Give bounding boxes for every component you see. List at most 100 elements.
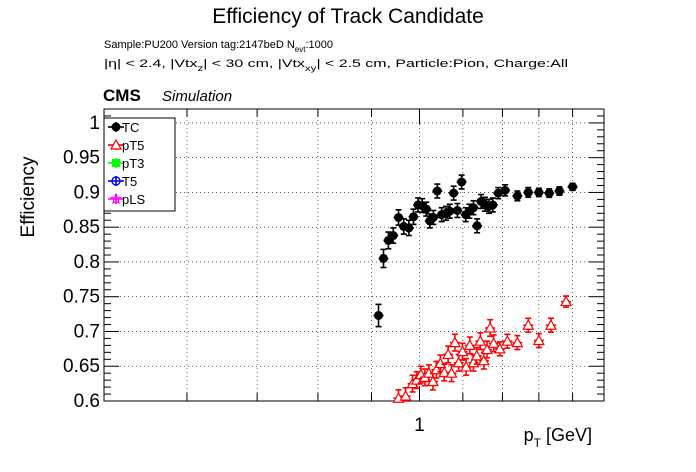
marker bbox=[445, 366, 458, 378]
data-point bbox=[472, 218, 483, 234]
marker bbox=[484, 321, 497, 333]
marker bbox=[409, 212, 419, 222]
marker bbox=[394, 212, 404, 222]
marker bbox=[474, 334, 487, 346]
marker bbox=[568, 182, 578, 192]
y-axis-label: Efficiency bbox=[18, 156, 39, 237]
legend-entry-t5: T5 bbox=[108, 174, 137, 189]
data-point bbox=[493, 341, 506, 357]
x-tick-label: 1 bbox=[414, 415, 425, 436]
data-point bbox=[421, 201, 432, 217]
marker bbox=[426, 375, 439, 387]
y-tick-label: 0.6 bbox=[74, 391, 100, 412]
cms-label: CMS bbox=[103, 86, 141, 105]
data-point bbox=[428, 209, 439, 226]
marker bbox=[544, 188, 554, 198]
marker bbox=[554, 186, 564, 196]
marker bbox=[487, 337, 500, 348]
marker bbox=[452, 356, 465, 368]
data-point bbox=[501, 333, 514, 349]
data-point bbox=[403, 219, 414, 237]
marker bbox=[457, 177, 467, 187]
marker bbox=[463, 339, 476, 350]
chart-title: Efficiency of Track Candidate bbox=[212, 5, 484, 28]
data-points bbox=[373, 174, 578, 403]
series-pt5 bbox=[392, 295, 573, 403]
legend-entry-tc: TC bbox=[108, 120, 139, 135]
data-point bbox=[484, 318, 497, 338]
marker bbox=[522, 318, 535, 330]
legend-entry-pt3: pT3 bbox=[108, 156, 144, 171]
data-point bbox=[456, 174, 467, 190]
simulation-label: Simulation bbox=[162, 88, 232, 105]
data-point bbox=[468, 199, 479, 216]
data-point bbox=[500, 183, 511, 197]
marker bbox=[532, 334, 545, 346]
legend-marker bbox=[111, 176, 121, 186]
data-point bbox=[523, 186, 534, 199]
data-point bbox=[438, 363, 451, 382]
legend-entry-pt5: pT5 bbox=[108, 138, 144, 153]
data-point bbox=[373, 303, 384, 328]
marker bbox=[438, 366, 451, 378]
marker bbox=[468, 203, 478, 213]
marker bbox=[432, 186, 442, 196]
legend-label: pT5 bbox=[122, 138, 144, 153]
marker bbox=[399, 389, 412, 401]
marker bbox=[404, 223, 414, 233]
y-tick-labels: 0.6 0.65 0.7 0.75 0.8 0.85 0.9 0.95 1 bbox=[63, 113, 100, 412]
data-point bbox=[522, 317, 535, 333]
x-axis-label: pT [GeV] bbox=[524, 425, 592, 450]
legend-marker bbox=[111, 122, 121, 132]
legend-marker bbox=[109, 138, 123, 150]
series-tc bbox=[373, 174, 578, 328]
marker bbox=[374, 310, 384, 320]
data-point bbox=[512, 190, 523, 202]
marker bbox=[449, 188, 459, 198]
data-point bbox=[463, 336, 476, 355]
data-point bbox=[544, 317, 557, 333]
data-point bbox=[480, 340, 494, 359]
data-point bbox=[470, 346, 483, 365]
marker bbox=[500, 185, 510, 195]
data-point bbox=[456, 342, 469, 361]
data-point bbox=[448, 185, 459, 201]
legend-entry-pls: pLS bbox=[108, 192, 145, 207]
legend-label: pLS bbox=[122, 192, 145, 207]
axis-ticks bbox=[104, 109, 604, 402]
x-tick-labels: 1 bbox=[414, 415, 425, 436]
data-point bbox=[560, 295, 573, 308]
data-point bbox=[567, 182, 578, 192]
marker bbox=[388, 231, 398, 241]
data-point bbox=[388, 227, 399, 244]
legend-label: pT3 bbox=[122, 156, 144, 171]
marker bbox=[560, 295, 573, 307]
data-point bbox=[532, 332, 545, 349]
data-point bbox=[487, 334, 500, 353]
subtitle-line-1: Sample:PU200 Version tag:2147beD Nevt:10… bbox=[104, 39, 333, 54]
marker bbox=[480, 343, 494, 355]
data-point bbox=[452, 202, 463, 219]
marker bbox=[488, 200, 498, 210]
subtitle-line-2: |η| < 2.4, |Vtx z | < 30 cm, |Vtx xy | < 2.5… bbox=[104, 58, 568, 73]
marker bbox=[421, 204, 431, 214]
marker bbox=[501, 334, 514, 346]
marker bbox=[428, 212, 438, 222]
y-tick-label: 0.85 bbox=[63, 217, 100, 238]
data-point bbox=[448, 333, 461, 352]
legend-marker bbox=[112, 159, 120, 167]
marker bbox=[472, 221, 482, 231]
marker bbox=[448, 336, 461, 348]
marker bbox=[452, 206, 462, 216]
legend-label: T5 bbox=[122, 174, 137, 189]
y-tick-label: 1 bbox=[89, 113, 100, 134]
data-point bbox=[544, 188, 555, 199]
data-point bbox=[511, 334, 524, 351]
marker bbox=[470, 349, 483, 361]
marker bbox=[512, 191, 522, 201]
data-point bbox=[378, 248, 389, 269]
data-point bbox=[554, 186, 565, 197]
y-tick-label: 0.65 bbox=[63, 356, 100, 377]
marker bbox=[477, 354, 490, 366]
legend: TC pT5 pT3 T5 pLS bbox=[103, 117, 176, 212]
